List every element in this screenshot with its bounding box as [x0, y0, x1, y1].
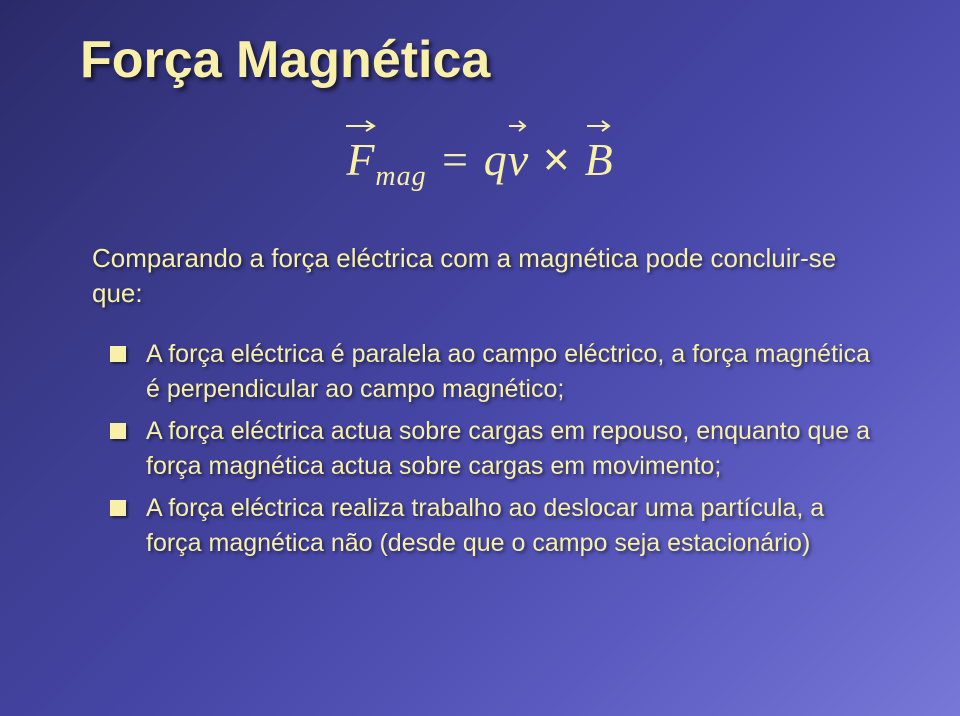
intro-line-2: que: — [92, 278, 143, 308]
bullet-item: A força eléctrica é paralela ao campo el… — [110, 337, 880, 406]
equation-equals: = — [439, 134, 484, 185]
vector-arrow-icon — [344, 119, 378, 133]
intro-text: Comparando a força eléctrica com a magné… — [92, 241, 880, 311]
vector-arrow-icon — [585, 119, 613, 133]
equation-cross: × — [529, 133, 584, 185]
equation: F mag = q v × B — [80, 132, 880, 193]
slide: Força Magnética F mag = q v × B Comparan… — [0, 0, 960, 716]
bullet-list: A força eléctrica é paralela ao campo el… — [110, 337, 880, 560]
equation-B: B — [585, 134, 614, 185]
equation-q: q — [484, 134, 508, 185]
intro-line-1: Comparando a força eléctrica com a magné… — [92, 243, 836, 273]
vector-F: F — [346, 133, 375, 186]
bullet-item: A força eléctrica actua sobre cargas em … — [110, 414, 880, 483]
vector-arrow-icon — [507, 119, 529, 133]
equation-v: v — [508, 134, 529, 185]
vector-v: v — [508, 133, 529, 186]
equation-sub-mag: mag — [375, 161, 426, 192]
bullet-item: A força eléctrica realiza trabalho ao de… — [110, 491, 880, 560]
vector-B: B — [585, 133, 614, 186]
slide-title: Força Magnética — [80, 30, 880, 90]
equation-F: F — [346, 134, 375, 185]
